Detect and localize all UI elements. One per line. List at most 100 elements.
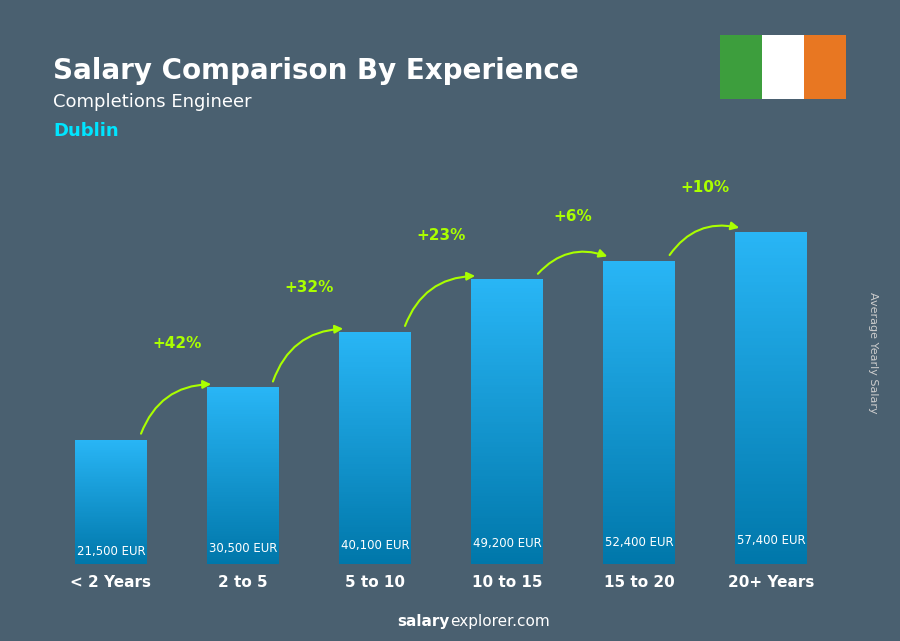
Bar <box>734 345 807 348</box>
Bar <box>338 524 411 527</box>
Bar <box>734 245 807 248</box>
Bar <box>603 397 675 400</box>
Bar <box>603 352 675 354</box>
Bar <box>734 278 807 281</box>
Bar <box>603 328 675 331</box>
Bar <box>471 373 544 376</box>
Bar <box>207 515 279 517</box>
Bar <box>338 478 411 481</box>
Bar <box>734 554 807 558</box>
Bar <box>338 348 411 351</box>
Bar <box>75 453 148 454</box>
Bar <box>207 527 279 529</box>
Bar <box>603 406 675 410</box>
Bar <box>338 448 411 451</box>
Bar <box>75 462 148 463</box>
Bar <box>471 305 544 308</box>
Bar <box>75 528 148 529</box>
Bar <box>207 478 279 479</box>
Bar <box>734 411 807 415</box>
Bar <box>471 424 544 428</box>
Bar <box>338 415 411 418</box>
Bar <box>471 325 544 328</box>
Bar <box>471 467 544 470</box>
Bar <box>75 497 148 498</box>
Bar <box>734 305 807 308</box>
Bar <box>471 447 544 450</box>
Bar <box>338 455 411 457</box>
Bar <box>734 491 807 494</box>
Bar <box>603 513 675 515</box>
Bar <box>338 385 411 388</box>
Bar <box>207 467 279 469</box>
Bar <box>734 441 807 444</box>
Bar <box>338 550 411 553</box>
Bar <box>207 479 279 481</box>
Bar <box>75 547 148 548</box>
Bar <box>471 479 544 481</box>
Bar <box>734 242 807 245</box>
Bar <box>734 315 807 318</box>
Bar <box>207 534 279 536</box>
Bar <box>75 513 148 514</box>
Bar <box>207 548 279 550</box>
Bar <box>338 444 411 445</box>
Bar <box>75 531 148 532</box>
Bar <box>734 301 807 305</box>
Bar <box>471 393 544 396</box>
Bar <box>603 485 675 488</box>
Bar <box>207 541 279 543</box>
Bar <box>75 452 148 453</box>
Bar <box>75 460 148 461</box>
Bar <box>207 444 279 445</box>
Bar <box>603 291 675 294</box>
Bar <box>734 269 807 272</box>
Bar <box>338 392 411 395</box>
Bar <box>338 406 411 408</box>
Bar <box>471 507 544 510</box>
Bar <box>471 356 544 359</box>
Bar <box>338 499 411 501</box>
Bar <box>734 318 807 321</box>
Bar <box>603 276 675 279</box>
Bar <box>762 35 804 99</box>
Bar <box>75 488 148 489</box>
Bar <box>75 545 148 547</box>
Bar <box>338 553 411 555</box>
Bar <box>471 456 544 459</box>
Bar <box>734 231 807 235</box>
Bar <box>338 395 411 397</box>
Bar <box>207 417 279 419</box>
Bar <box>603 455 675 458</box>
Bar <box>471 462 544 464</box>
Bar <box>338 355 411 358</box>
Bar <box>338 520 411 522</box>
Bar <box>471 442 544 444</box>
Bar <box>471 345 544 347</box>
Text: +10%: +10% <box>680 180 730 195</box>
Bar <box>603 528 675 531</box>
Bar <box>338 469 411 471</box>
Bar <box>734 508 807 511</box>
Bar <box>207 447 279 449</box>
Bar <box>207 428 279 430</box>
Bar <box>471 444 544 447</box>
Bar <box>734 464 807 468</box>
Bar <box>75 535 148 537</box>
Bar <box>734 458 807 461</box>
Bar <box>75 520 148 522</box>
Bar <box>603 479 675 482</box>
Bar <box>471 413 544 416</box>
Bar <box>603 379 675 382</box>
Bar <box>207 403 279 405</box>
Bar <box>207 506 279 508</box>
Bar <box>734 335 807 338</box>
Bar <box>207 508 279 510</box>
Bar <box>471 285 544 288</box>
Bar <box>734 494 807 497</box>
Bar <box>734 418 807 421</box>
Bar <box>338 413 411 415</box>
Bar <box>75 476 148 477</box>
Bar <box>75 458 148 460</box>
Bar <box>603 419 675 422</box>
